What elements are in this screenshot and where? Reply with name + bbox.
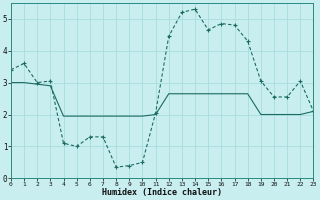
X-axis label: Humidex (Indice chaleur): Humidex (Indice chaleur) <box>102 188 222 197</box>
